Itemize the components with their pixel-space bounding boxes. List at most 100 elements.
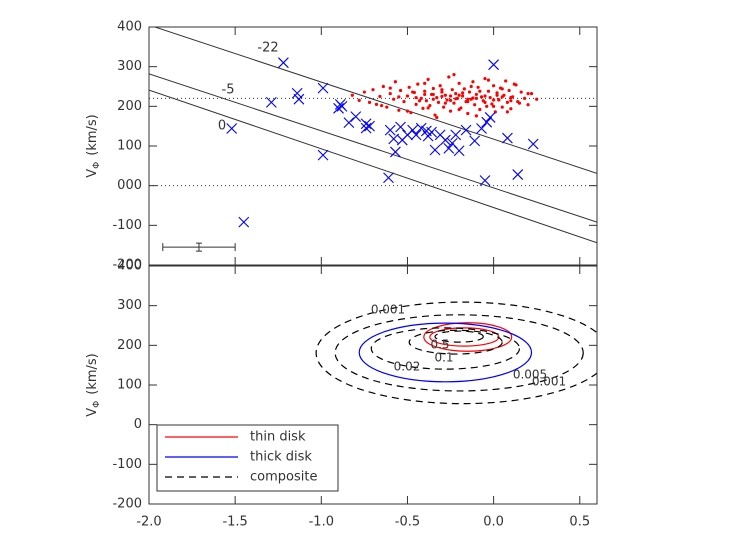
star-cross <box>265 96 277 108</box>
star-point <box>445 98 449 102</box>
star-point <box>466 99 470 104</box>
y-tick-label: 100 <box>117 378 142 393</box>
star-cross <box>481 116 493 128</box>
star-cross <box>226 123 238 134</box>
star-point <box>357 98 361 102</box>
contour <box>423 322 513 352</box>
y-tick-label: 300 <box>117 298 142 313</box>
star-point <box>431 86 435 91</box>
star-cross <box>360 118 372 130</box>
contour-label: 0.005 <box>513 368 547 382</box>
star-point <box>440 94 444 99</box>
star-point <box>492 84 496 88</box>
star-point <box>476 85 480 89</box>
star-cross <box>443 142 455 154</box>
star-point <box>473 103 477 107</box>
contour <box>358 322 533 383</box>
star-point <box>385 105 389 109</box>
star-point <box>426 77 430 81</box>
star-point <box>526 103 530 107</box>
star-point <box>500 87 504 91</box>
star-point <box>440 88 444 92</box>
star-point <box>393 80 397 84</box>
star-point <box>452 73 456 77</box>
star-point <box>405 109 410 113</box>
star-cross <box>343 117 355 128</box>
star-cross <box>396 134 408 146</box>
star-cross <box>390 146 401 158</box>
y-tick-label: -100 <box>112 457 142 472</box>
star-point <box>380 103 384 108</box>
star-cross <box>317 149 329 161</box>
star-cross <box>502 132 513 144</box>
star-point <box>407 85 411 89</box>
star-point <box>350 93 354 97</box>
star-point <box>526 92 530 96</box>
star-point <box>471 80 475 84</box>
contour <box>315 301 597 405</box>
star-point <box>535 97 539 101</box>
star-point <box>490 102 494 106</box>
model-line <box>149 89 597 244</box>
star-point <box>367 100 372 104</box>
contour <box>370 327 521 370</box>
frame <box>148 26 598 266</box>
y-tick-label: 200 <box>117 99 142 114</box>
model-line <box>149 73 597 223</box>
y-tick-label: 400 <box>117 20 142 35</box>
star-point <box>440 90 444 94</box>
star-point <box>457 81 461 85</box>
star-point <box>452 101 456 105</box>
star-cross <box>479 175 491 186</box>
star-cross <box>293 93 305 105</box>
star-cross <box>291 87 303 99</box>
star-point <box>388 86 392 90</box>
contour-label: 0.1 <box>434 351 453 365</box>
star-point <box>466 97 470 101</box>
star-point <box>497 97 501 102</box>
star-cross <box>484 112 496 123</box>
star-point <box>411 90 415 94</box>
contour-label: 0.001 <box>532 375 566 389</box>
star-point <box>509 107 513 111</box>
star-cross <box>429 144 441 156</box>
star-point <box>362 90 366 94</box>
star-point <box>485 104 489 108</box>
star-cross <box>364 120 375 132</box>
y-tick-label: 300 <box>117 59 142 74</box>
star-cross <box>426 126 437 138</box>
contour <box>408 329 503 355</box>
star-point <box>483 100 487 104</box>
star-point <box>454 97 458 101</box>
star-point <box>461 94 465 98</box>
star-point <box>495 91 499 95</box>
error-bar-y <box>195 242 202 252</box>
y-tick-label: 400 <box>117 259 142 274</box>
star-cross <box>333 102 344 114</box>
star-cross <box>395 121 406 133</box>
star-cross <box>360 122 372 134</box>
star-point <box>471 96 475 100</box>
star-point <box>466 111 470 116</box>
y-tick-label: -200 <box>112 258 142 273</box>
contour-label: 0.001 <box>371 303 405 317</box>
star-point <box>474 96 478 100</box>
star-point <box>371 88 375 92</box>
star-point <box>469 84 473 89</box>
y-label-symbol: V <box>85 408 100 417</box>
star-point <box>505 110 509 114</box>
star-cross <box>453 145 465 157</box>
star-point <box>405 94 410 98</box>
model-line <box>153 27 597 174</box>
star-point <box>450 88 454 92</box>
star-cross <box>512 169 524 180</box>
star-point <box>443 93 447 97</box>
star-point <box>374 102 379 106</box>
star-point <box>423 92 427 97</box>
y-tick-label: 000 <box>117 178 142 193</box>
star-point <box>409 111 413 115</box>
star-cross <box>238 216 250 228</box>
star-point <box>483 94 487 98</box>
star-point <box>474 92 478 97</box>
